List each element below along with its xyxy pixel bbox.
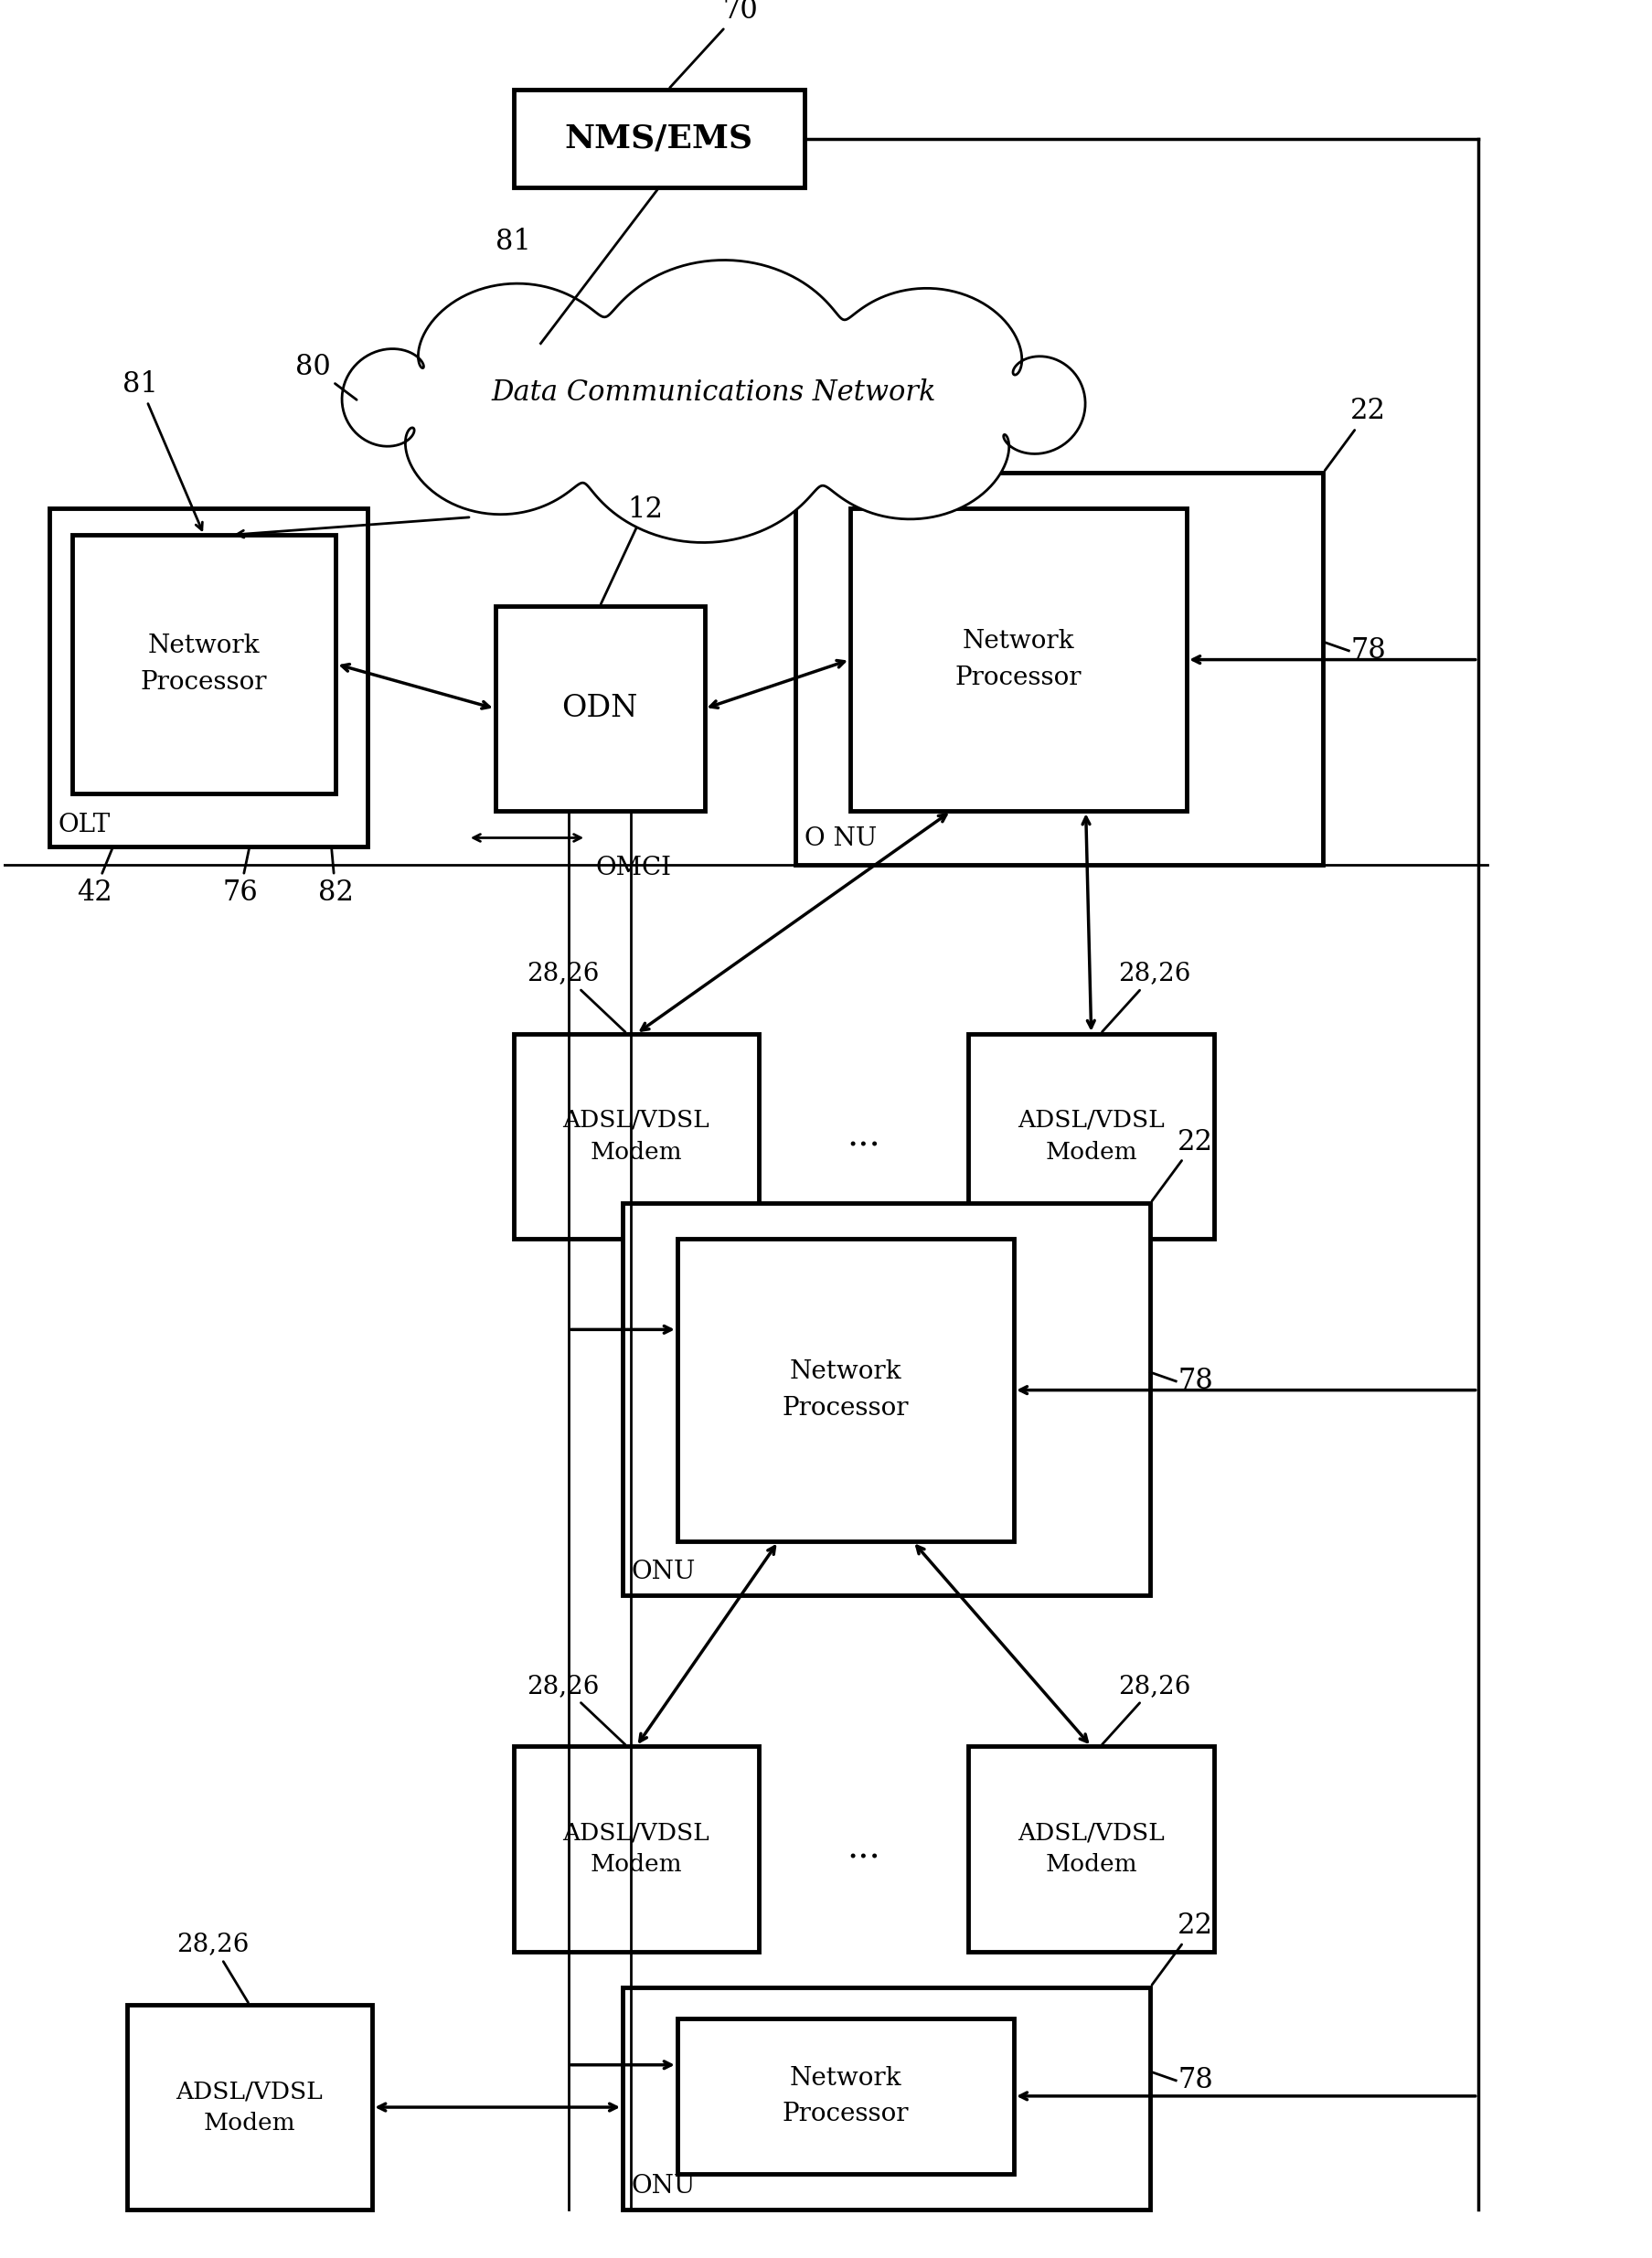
Text: 28,26: 28,26 — [527, 1673, 624, 1745]
Text: ADSL/VDSL
Modem: ADSL/VDSL Modem — [1018, 1109, 1165, 1163]
Text: 42: 42 — [76, 849, 112, 905]
Text: Network
Processor: Network Processor — [955, 630, 1080, 691]
Bar — [849, 508, 1186, 811]
Text: 70: 70 — [669, 0, 758, 88]
Text: 82: 82 — [317, 849, 354, 905]
Bar — [795, 472, 1323, 865]
Text: Network
Processor: Network Processor — [140, 634, 268, 695]
Text: 22: 22 — [1151, 1127, 1213, 1201]
Bar — [623, 1204, 1150, 1594]
Text: ADSL/VDSL
Modem: ADSL/VDSL Modem — [562, 1109, 709, 1163]
Text: ADSL/VDSL
Modem: ADSL/VDSL Modem — [175, 2080, 322, 2134]
Text: 12: 12 — [601, 495, 662, 603]
Bar — [127, 2005, 372, 2211]
Bar — [677, 2019, 1013, 2174]
Bar — [73, 535, 335, 793]
Text: 78: 78 — [1178, 1366, 1213, 1395]
Text: 78: 78 — [1178, 2066, 1213, 2095]
Text: NMS/EMS: NMS/EMS — [565, 122, 753, 154]
Text: 22: 22 — [1151, 1913, 1213, 1985]
Text: 22: 22 — [1325, 397, 1386, 470]
Text: O NU: O NU — [805, 826, 877, 851]
Text: Network
Processor: Network Processor — [781, 2066, 909, 2127]
Text: 28,26: 28,26 — [177, 1933, 249, 2003]
Polygon shape — [342, 260, 1085, 542]
Text: ADSL/VDSL
Modem: ADSL/VDSL Modem — [562, 1822, 709, 1876]
Text: OMCI: OMCI — [595, 856, 671, 881]
Text: 80: 80 — [294, 352, 357, 400]
Bar — [496, 605, 704, 811]
Text: 81: 81 — [122, 370, 202, 531]
Text: ODN: ODN — [562, 693, 638, 723]
Bar — [514, 90, 805, 187]
Text: 81: 81 — [496, 228, 530, 255]
Bar — [968, 1034, 1214, 1240]
Text: ...: ... — [846, 1831, 881, 1865]
Text: ONU: ONU — [631, 2174, 695, 2199]
Text: OLT: OLT — [58, 813, 111, 838]
Text: 78: 78 — [1350, 637, 1386, 664]
Text: 28,26: 28,26 — [1102, 1673, 1191, 1745]
Text: ADSL/VDSL
Modem: ADSL/VDSL Modem — [1018, 1822, 1165, 1876]
Bar — [623, 1987, 1150, 2211]
Text: ONU: ONU — [631, 1560, 695, 1585]
Text: 28,26: 28,26 — [527, 962, 624, 1032]
Text: 76: 76 — [221, 849, 258, 905]
Text: ...: ... — [846, 1120, 881, 1154]
Bar — [968, 1745, 1214, 1951]
Bar — [514, 1034, 758, 1240]
Bar — [50, 508, 368, 847]
Text: Network
Processor: Network Processor — [781, 1359, 909, 1420]
Text: Data Communications Network: Data Communications Network — [491, 379, 935, 406]
Bar — [677, 1240, 1013, 1542]
Bar — [514, 1745, 758, 1951]
Text: 28,26: 28,26 — [1102, 962, 1191, 1032]
